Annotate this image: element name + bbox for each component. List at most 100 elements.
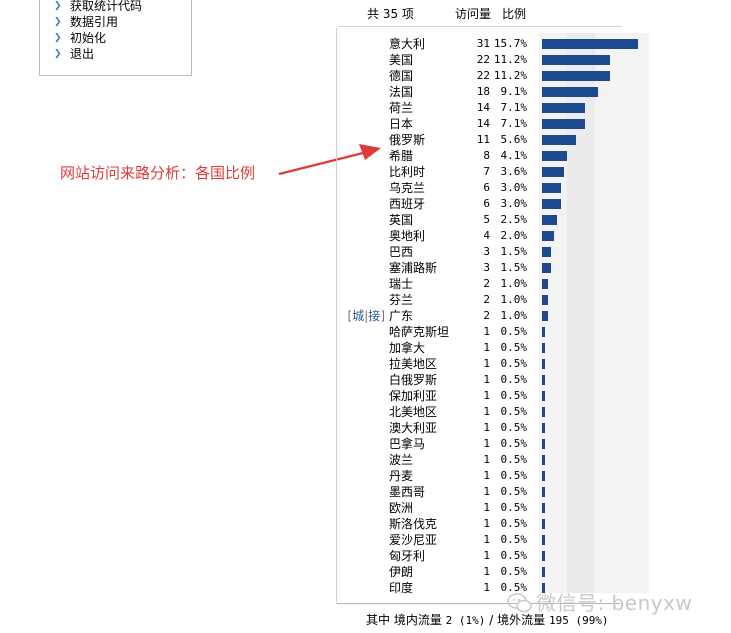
visit-percent: 1.5% — [500, 245, 528, 258]
country-name: 乌克兰 — [389, 181, 426, 195]
ratio-column-header: 比例 — [502, 7, 527, 21]
visit-percent: 0.5% — [500, 373, 528, 386]
country-name: 北美地区 — [389, 405, 438, 419]
visit-count: 1 — [483, 373, 490, 386]
watermark-text: 微信号: benyxw — [536, 591, 693, 615]
table-row: 白俄罗斯 1 0.5% — [339, 372, 659, 388]
visit-percent: 11.2% — [493, 69, 527, 82]
table-row: 意大利 31 15.7% — [339, 36, 659, 52]
country-name: 哈萨克斯坦 — [389, 325, 450, 339]
visit-count: 1 — [483, 485, 490, 498]
visit-percent: 7.1% — [500, 101, 528, 114]
table-row: 印度 1 0.5% — [339, 580, 659, 596]
visit-percent: 0.5% — [500, 405, 528, 418]
table-row: 塞浦路斯 3 1.5% — [339, 260, 659, 276]
country-name: 德国 — [389, 69, 414, 83]
menu-item-label: 获取统计代码 — [70, 0, 143, 13]
visit-count: 8 — [483, 149, 490, 162]
country-name: 美国 — [389, 53, 414, 67]
visit-bar — [542, 519, 545, 529]
country-name: 塞浦路斯 — [389, 261, 438, 275]
table-row: 丹麦 1 0.5% — [339, 468, 659, 484]
country-name: 意大利 — [389, 37, 426, 51]
visit-count: 1 — [483, 437, 490, 450]
table-row: 芬兰 2 1.0% — [339, 292, 659, 308]
table-row: 英国 5 2.5% — [339, 212, 659, 228]
menu-item-label: 退出 — [70, 47, 95, 61]
top-divider — [338, 26, 622, 27]
visit-bar — [542, 375, 545, 385]
total-items-header: 共 35 项 — [367, 7, 414, 21]
visit-count: 6 — [483, 181, 490, 194]
visit-count: 3 — [483, 245, 490, 258]
visit-bar — [542, 55, 610, 65]
visit-bar — [542, 135, 576, 145]
table-row: 荷兰 14 7.1% — [339, 100, 659, 116]
table-row: 乌克兰 6 3.0% — [339, 180, 659, 196]
chevron-right-icon: ❯ — [54, 49, 62, 59]
visit-bar — [542, 87, 598, 97]
table-row: 匈牙利 1 0.5% — [339, 548, 659, 564]
visit-percent: 11.2% — [493, 53, 527, 66]
visit-count: 22 — [476, 69, 490, 82]
detail-link[interactable]: 接 — [368, 309, 381, 323]
visit-percent: 2.0% — [500, 229, 528, 242]
visit-count: 1 — [483, 517, 490, 530]
visit-bar — [542, 231, 554, 241]
menu-item[interactable]: ❯ 获取统计代码 — [54, 0, 191, 14]
country-name: 拉美地区 — [389, 357, 438, 371]
table-row: 德国 22 11.2% — [339, 68, 659, 84]
summary-prefix: 其中 境内流量 — [366, 613, 442, 627]
visit-percent: 7.1% — [500, 117, 528, 130]
table-row: 伊朗 1 0.5% — [339, 564, 659, 580]
visit-bar — [542, 567, 545, 577]
visit-bar — [542, 455, 545, 465]
menu-item[interactable]: ❯ 数据引用 — [54, 14, 191, 30]
visit-count: 1 — [483, 341, 490, 354]
city-link[interactable]: 城 — [352, 309, 365, 323]
visit-bar — [542, 151, 567, 161]
visit-percent: 3.0% — [500, 181, 528, 194]
table-row: 澳大利亚 1 0.5% — [339, 420, 659, 436]
foreign-traffic-label: 境外流量 — [497, 613, 546, 627]
visit-count: 1 — [483, 501, 490, 514]
visit-bar — [542, 407, 545, 417]
visit-percent: 9.1% — [500, 85, 528, 98]
visit-bar — [542, 295, 548, 305]
visits-column-header: 访问量 — [455, 7, 492, 21]
chevron-right-icon: ❯ — [54, 33, 62, 43]
visit-bar — [542, 423, 545, 433]
visit-count: 2 — [483, 309, 490, 322]
menu-item-label: 数据引用 — [70, 15, 119, 29]
visit-bar — [542, 103, 585, 113]
country-name: 西班牙 — [389, 197, 426, 211]
table-row: 美国 22 11.2% — [339, 52, 659, 68]
visit-count: 6 — [483, 197, 490, 210]
country-name: 保加利亚 — [389, 389, 438, 403]
visit-percent: 1.5% — [500, 261, 528, 274]
menu-item-label: 初始化 — [70, 31, 107, 45]
visit-percent: 0.5% — [500, 341, 528, 354]
visit-count: 2 — [483, 277, 490, 290]
table-row: 斯洛伐克 1 0.5% — [339, 516, 659, 532]
visit-count: 11 — [476, 133, 490, 146]
visit-bar — [542, 503, 545, 513]
country-name: 白俄罗斯 — [389, 373, 438, 387]
red-arrow-icon — [278, 144, 381, 176]
visit-bar — [542, 343, 545, 353]
visit-count: 14 — [476, 101, 490, 114]
table-row: 拉美地区 1 0.5% — [339, 356, 659, 372]
domestic-traffic-value: 2 (1%) — [445, 614, 486, 627]
table-row: 波兰 1 0.5% — [339, 452, 659, 468]
menu-item[interactable]: ❯ 初始化 — [54, 30, 191, 46]
menu-item[interactable]: ❯ 退出 — [54, 46, 191, 62]
table-row: 北美地区 1 0.5% — [339, 404, 659, 420]
visit-bar — [542, 119, 585, 129]
table-row: 法国 18 9.1% — [339, 84, 659, 100]
visit-percent: 4.1% — [500, 149, 528, 162]
visit-percent: 0.5% — [500, 501, 528, 514]
visit-bar — [542, 487, 545, 497]
visit-bar — [542, 439, 545, 449]
visit-count: 1 — [483, 421, 490, 434]
country-name: 法国 — [389, 85, 414, 99]
